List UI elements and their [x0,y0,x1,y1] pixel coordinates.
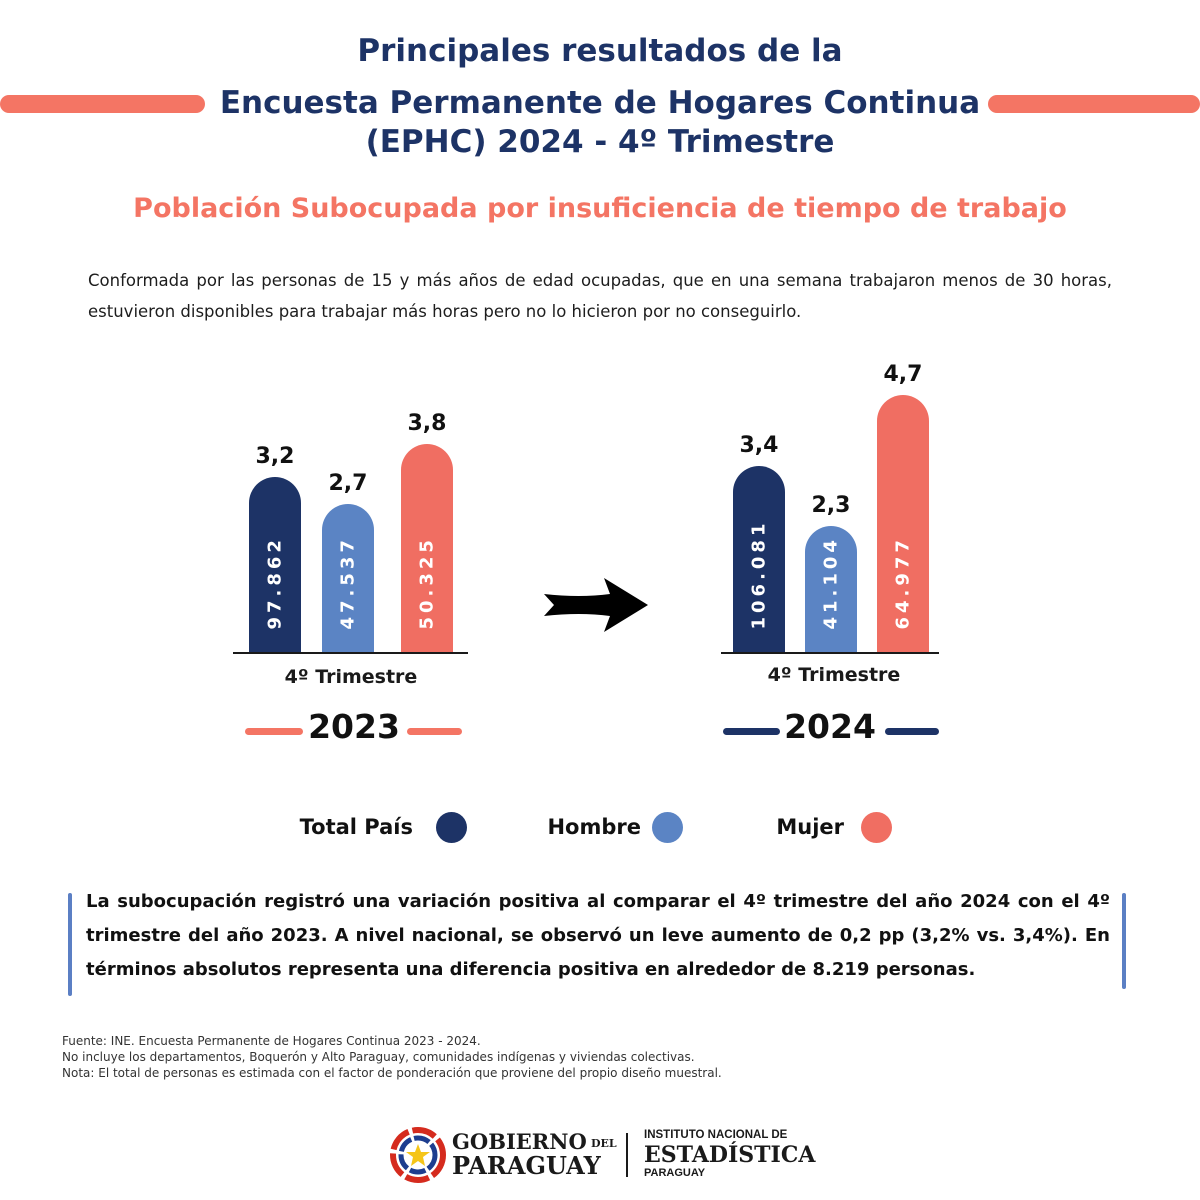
logo-separator [626,1133,628,1177]
ine-logo-line3: PARAGUAY [644,1167,706,1179]
chart-baseline [721,652,939,654]
decorative-line-right [988,95,1200,113]
bar-value-label: 3,4 [739,433,779,458]
bar-count-label: 106.081 [748,519,770,630]
bar-value-label: 2,7 [328,471,368,496]
bar-value-label: 3,2 [255,444,295,469]
period-label: 4º Trimestre [767,664,901,686]
note-line: Fuente: INE. Encuesta Permanente de Hoga… [62,1034,481,1048]
bar-count-label: 47.537 [337,536,359,630]
arrow-right-icon [544,578,648,632]
legend-label: Hombre [547,815,641,839]
bar-hombre: 47.537 [322,504,374,652]
legend-label: Total País [299,815,413,839]
ine-logo-line1: INSTITUTO NACIONAL DE [644,1129,788,1141]
note-line: Nota: El total de personas es estimada c… [62,1066,722,1080]
bar-value-label: 2,3 [811,493,851,518]
year-dash [723,728,780,735]
footer-logos: GOBIERNO DEL PARAGUAY INSTITUTO NACIONAL… [390,1125,820,1185]
bar-hombre: 41.104 [805,526,857,652]
definition-text: Conformada por las personas de 15 y más … [88,271,1112,321]
summary-text: La subocupación registró una variación p… [86,891,1110,980]
legend-swatch [861,812,892,843]
year-dash [885,728,939,735]
year-label: 2023 [308,707,400,746]
bar-count-label: 50.325 [416,536,438,630]
subtitle: Población Subocupada por insuficiencia d… [133,193,1067,224]
chart-baseline [233,652,468,654]
title-line-3: (EPHC) 2024 - 4º Trimestre [365,124,835,160]
title-line-1: Principales resultados de la [357,33,843,69]
decorative-line-left [0,95,205,113]
quote-bar-right [1122,893,1126,989]
year-dash [407,728,462,735]
bar-count-label: 41.104 [820,536,842,630]
gobierno-logo-text: GOBIERNO [452,1129,587,1154]
bar-value-label: 3,8 [407,411,447,436]
legend-label: Mujer [776,815,844,839]
bar-mujer: 64.977 [877,395,929,652]
year-label: 2024 [784,707,876,746]
source-notes: Fuente: INE. Encuesta Permanente de Hoga… [62,1033,1062,1081]
bar-count-label: 97.862 [264,536,286,630]
gobierno-logo-del: DEL [591,1137,617,1150]
bar-total: 97.862 [249,477,301,652]
note-line: No incluye los departamentos, Boquerón y… [62,1050,695,1064]
bar-value-label: 4,7 [883,362,923,387]
gobierno-logo-paraguay: PARAGUAY [452,1151,601,1180]
ine-logo-line2: ESTADÍSTICA [644,1142,816,1168]
year-dash [245,728,303,735]
period-label: 4º Trimestre [284,666,418,688]
paraguay-seal-icon [390,1127,446,1183]
title-line-2: Encuesta Permanente de Hogares Continua [219,85,981,121]
legend-swatch [436,812,467,843]
bar-count-label: 64.977 [892,536,914,630]
quote-bar-left [68,893,72,996]
bar-total: 106.081 [733,466,785,652]
bar-mujer: 50.325 [401,444,453,652]
legend-swatch [652,812,683,843]
